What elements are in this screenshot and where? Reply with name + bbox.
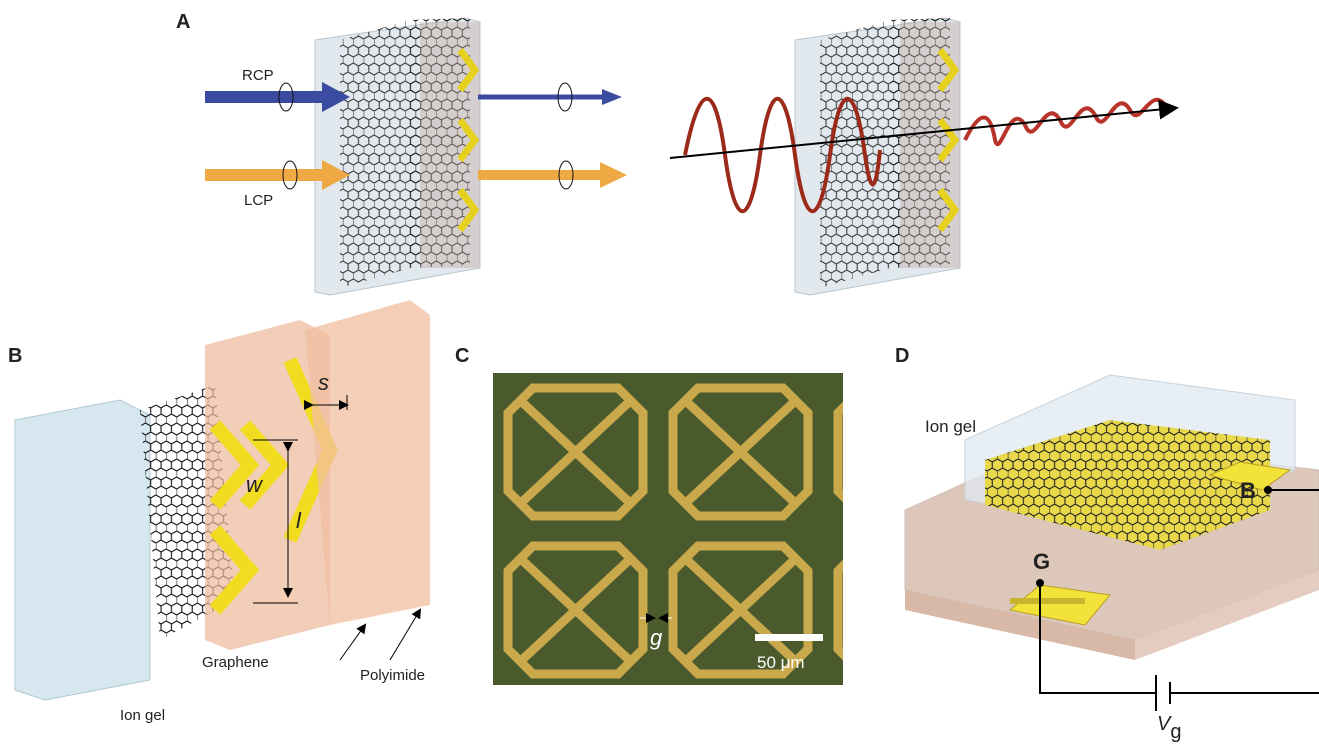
- rcp-label: RCP: [242, 67, 274, 84]
- scale-bar-label: 50 μm: [757, 653, 805, 672]
- graphene-label: Graphene: [202, 654, 269, 671]
- polyimide-label: Polyimide: [360, 667, 425, 684]
- panel-label: C: [455, 345, 469, 367]
- electrode-b: B: [1240, 478, 1256, 503]
- voltage-symbol: V: [1157, 713, 1172, 735]
- ion-gel-label: Ion gel: [120, 707, 165, 724]
- dim-w: w: [246, 472, 264, 497]
- lcp-label: LCP: [244, 192, 273, 209]
- device: [904, 374, 1319, 711]
- lcp-beam: [205, 160, 627, 190]
- ion-gel-label: Ion gel: [925, 417, 976, 436]
- stack-exploded: [14, 300, 430, 701]
- metasurface-left: [314, 17, 481, 296]
- panel-label: D: [895, 345, 909, 367]
- voltage-label: Vg: [1157, 713, 1181, 743]
- scale-bar: [755, 634, 823, 641]
- input-wave: [683, 97, 882, 213]
- voltage-subscript: g: [1170, 721, 1181, 743]
- dim-l: l: [296, 508, 302, 533]
- dim-s: s: [318, 370, 329, 395]
- electrode-g: G: [1033, 549, 1050, 574]
- propagation-axis: [669, 99, 1179, 159]
- output-wave: [963, 97, 1167, 146]
- panel-label: B: [8, 345, 22, 367]
- panel-label: A: [176, 11, 190, 33]
- rcp-beam: [205, 82, 622, 112]
- micrograph: [493, 373, 843, 685]
- gap-label: g: [650, 625, 663, 650]
